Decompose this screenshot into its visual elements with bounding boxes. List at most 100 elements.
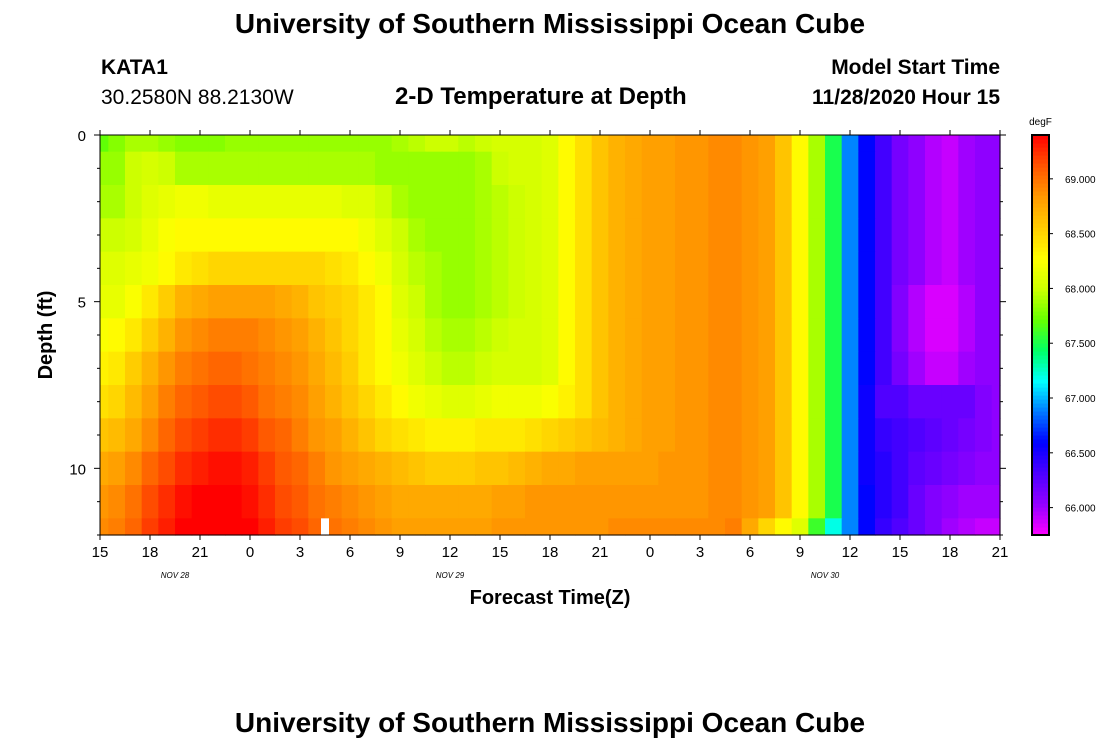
heatmap-cell: [591, 385, 609, 419]
colorbar-segment: [1032, 255, 1049, 260]
heatmap-cell: [991, 351, 1001, 386]
heatmap-cell: [525, 135, 543, 153]
heatmap-cell: [758, 218, 776, 253]
heatmap-cell: [291, 518, 309, 536]
marker-layer: [321, 518, 329, 535]
heatmap-cell: [125, 485, 143, 519]
colorbar-segment: [1032, 495, 1049, 500]
heatmap-cell: [425, 318, 443, 353]
heatmap-cell: [825, 485, 843, 519]
heatmap-cell: [558, 385, 576, 419]
heatmap-cell: [808, 518, 826, 536]
heatmap-cell: [358, 285, 376, 319]
heatmap-cell: [641, 485, 659, 519]
heatmap-cell: [791, 351, 809, 386]
colorbar-segment: [1032, 375, 1049, 380]
heatmap-cell: [875, 418, 893, 453]
x-tick-label: 21: [592, 544, 609, 561]
heatmap-cell: [991, 318, 1001, 353]
heatmap-cell: [925, 185, 943, 219]
heatmap-cell: [958, 185, 976, 219]
heatmap-cell: [558, 485, 576, 519]
heatmap-cell: [858, 251, 876, 286]
heatmap-cell: [175, 135, 193, 153]
heatmap-cell: [425, 218, 443, 253]
heatmap-cell: [775, 151, 793, 186]
heatmap-cell: [525, 451, 543, 486]
heatmap-cell: [108, 151, 126, 186]
heatmap-cell: [275, 418, 293, 453]
heatmap-cell: [125, 318, 143, 353]
heatmap-cell: [708, 385, 726, 419]
heatmap-cell: [625, 318, 643, 353]
colorbar-segment: [1032, 511, 1049, 516]
heatmap-cell: [941, 285, 959, 319]
heatmap-cell: [175, 285, 193, 319]
heatmap-cell: [275, 351, 293, 386]
heatmap-cell: [458, 485, 476, 519]
heatmap-cell: [508, 251, 526, 286]
colorbar-segment: [1032, 307, 1049, 312]
heatmap-cell: [158, 185, 176, 219]
heatmap-cell: [758, 518, 776, 536]
heatmap-cell: [975, 285, 993, 319]
colorbar-segment: [1032, 523, 1049, 528]
heatmap-cell: [758, 385, 776, 419]
heatmap-cell: [308, 151, 326, 186]
heatmap-cell: [891, 518, 909, 536]
colorbar-segment: [1032, 519, 1049, 524]
heatmap-cell: [575, 418, 593, 453]
heatmap-cell: [758, 418, 776, 453]
heatmap-cell: [991, 151, 1001, 186]
heatmap-cell: [741, 135, 759, 153]
heatmap-cell: [391, 351, 409, 386]
heatmap-cell: [691, 418, 709, 453]
colorbar-segment: [1032, 507, 1049, 512]
heatmap-cell: [558, 185, 576, 219]
heatmap-cell: [725, 451, 743, 486]
heatmap-cell: [591, 251, 609, 286]
colorbar-segment: [1032, 271, 1049, 276]
heatmap-cell: [741, 285, 759, 319]
colorbar-segment: [1032, 503, 1049, 508]
heatmap-cell: [625, 451, 643, 486]
heatmap-cell: [275, 318, 293, 353]
heatmap-cell: [225, 135, 243, 153]
y-axis-label: Depth (ft): [35, 291, 57, 380]
heatmap-cell: [941, 518, 959, 536]
heatmap-cell: [475, 451, 493, 486]
colorbar-segment: [1032, 187, 1049, 192]
colorbar-segment: [1032, 351, 1049, 356]
colorbar-segment: [1032, 431, 1049, 436]
heatmap-cell: [591, 518, 609, 536]
heatmap-cell: [725, 351, 743, 386]
heatmap-cell: [625, 135, 643, 153]
y-tick-label: 0: [78, 128, 86, 145]
heatmap-cell: [208, 451, 226, 486]
heatmap-cell: [708, 285, 726, 319]
heatmap-cell: [225, 318, 243, 353]
heatmap-cell: [875, 318, 893, 353]
heatmap-cell: [758, 451, 776, 486]
heatmap-cell: [675, 318, 693, 353]
heatmap-cell: [275, 518, 293, 536]
heatmap-cell: [658, 351, 676, 386]
heatmap-cell: [575, 318, 593, 353]
heatmap-cell: [975, 418, 993, 453]
heatmap-cell: [725, 135, 743, 153]
heatmap-cell: [675, 218, 693, 253]
heatmap-cell: [808, 318, 826, 353]
heatmap-cell: [241, 451, 259, 486]
heatmap-cell: [375, 385, 393, 419]
heatmap-cell: [458, 318, 476, 353]
chart-subtitle: 2-D Temperature at Depth: [395, 83, 687, 110]
heatmap-cell: [775, 485, 793, 519]
heatmap-cell: [100, 251, 109, 286]
heatmap-cell: [958, 151, 976, 186]
heatmap-cell: [591, 285, 609, 319]
heatmap-cell: [391, 185, 409, 219]
heatmap-cell: [841, 318, 859, 353]
heatmap-cell: [808, 218, 826, 253]
heatmap-cell: [475, 518, 493, 536]
heatmap-cell: [541, 135, 559, 153]
